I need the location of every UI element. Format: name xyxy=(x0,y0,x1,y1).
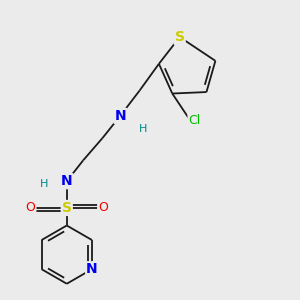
Text: H: H xyxy=(40,179,49,189)
Text: S: S xyxy=(62,201,72,215)
Text: N: N xyxy=(86,262,98,276)
Text: O: O xyxy=(26,202,35,214)
Text: Cl: Cl xyxy=(188,114,201,127)
Text: N: N xyxy=(115,109,126,123)
Text: O: O xyxy=(98,202,108,214)
Text: H: H xyxy=(138,124,147,134)
Text: N: N xyxy=(61,174,73,188)
Text: S: S xyxy=(175,30,185,44)
